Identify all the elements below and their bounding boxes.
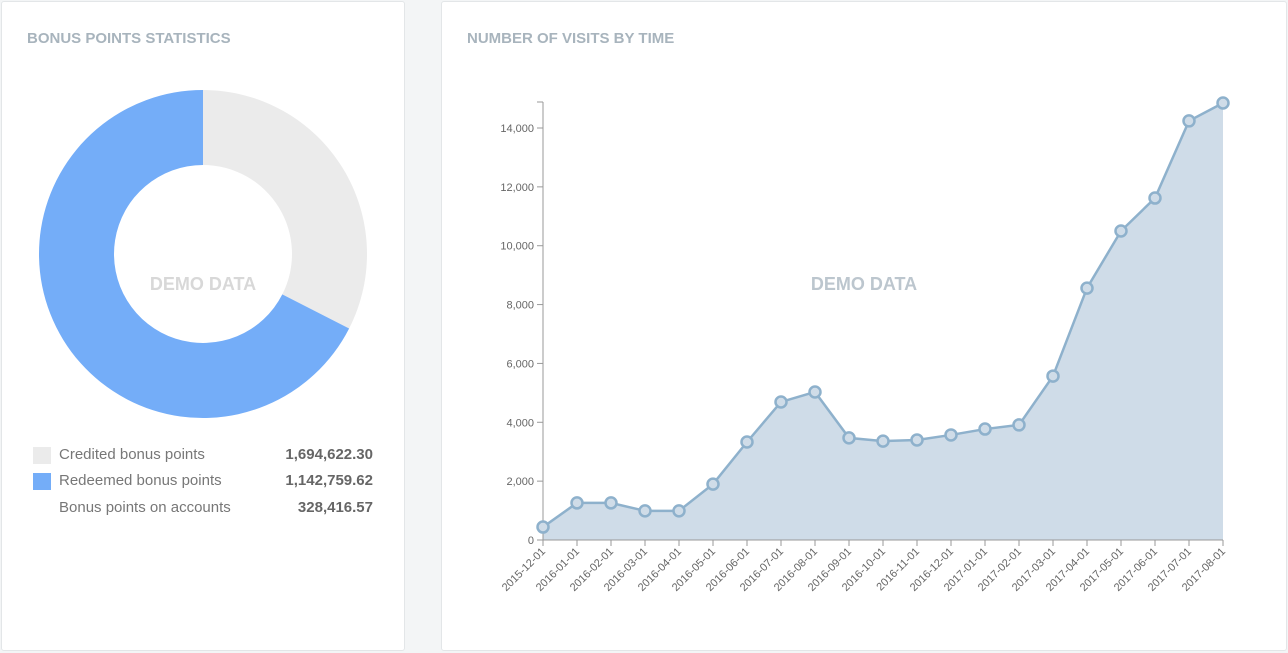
legend-swatch <box>33 473 51 490</box>
legend-item-redeemed: Redeemed bonus points 1,142,759.62 <box>33 472 373 492</box>
data-point <box>978 422 992 436</box>
legend-value: 1,142,759.62 <box>285 472 373 489</box>
legend-value: 328,416.57 <box>297 499 373 516</box>
data-point <box>944 428 958 442</box>
y-tick-label: 6,000 <box>506 358 534 370</box>
data-point <box>876 434 890 448</box>
y-tick-label: 0 <box>528 535 534 547</box>
watermark: DEMO DATA <box>811 274 917 294</box>
y-tick-label: 2,000 <box>506 476 534 488</box>
watermark: DEMO DATA <box>150 274 256 294</box>
area-fill <box>543 102 1223 540</box>
data-point <box>672 504 686 518</box>
data-point <box>604 496 618 510</box>
data-point <box>842 431 856 445</box>
data-point <box>1080 281 1094 295</box>
data-point <box>706 477 720 491</box>
area-chart: DEMO DATA 0 2,000 4,000 6,000 8,000 10,000 12,0… <box>500 96 1230 594</box>
donut-slice <box>203 90 367 329</box>
y-tick-label: 4,000 <box>506 417 534 429</box>
y-tick-label: 14,000 <box>500 123 534 135</box>
legend-swatch <box>33 447 51 464</box>
data-point <box>1148 191 1162 205</box>
data-point <box>1012 418 1026 432</box>
donut-slice <box>38 90 350 418</box>
data-point <box>808 385 822 399</box>
y-tick-label: 8,000 <box>506 300 534 312</box>
y-tick-label: 10,000 <box>500 241 534 253</box>
card-title: NUMBER OF VISITS BY TIME <box>467 30 675 47</box>
data-point <box>1046 369 1060 383</box>
legend-value: 1,694,622.30 <box>285 446 373 463</box>
data-point <box>740 435 754 449</box>
legend-label: Bonus points on accounts <box>59 499 231 516</box>
legend-item-credited: Credited bonus points 1,694,622.30 <box>33 446 373 466</box>
y-tick-label: 12,000 <box>500 182 534 194</box>
data-point <box>1216 96 1230 110</box>
data-point <box>1182 114 1196 128</box>
data-point <box>638 504 652 518</box>
visits-card: NUMBER OF VISITS BY TIME DEMO DATA 0 2,000… <box>441 1 1287 651</box>
card-title: BONUS POINTS STATISTICS <box>27 30 231 47</box>
legend-label: Redeemed bonus points <box>59 472 222 489</box>
data-point <box>774 395 788 409</box>
data-point <box>910 433 924 447</box>
data-point <box>1114 224 1128 238</box>
legend-item-balance: Bonus points on accounts 328,416.57 <box>33 499 373 519</box>
data-point <box>536 520 550 534</box>
donut-chart: DEMO DATA <box>38 90 367 418</box>
legend-label: Credited bonus points <box>59 446 205 463</box>
bonus-points-card: BONUS POINTS STATISTICS DEMO DATA Credit… <box>1 1 405 651</box>
data-point <box>570 496 584 510</box>
